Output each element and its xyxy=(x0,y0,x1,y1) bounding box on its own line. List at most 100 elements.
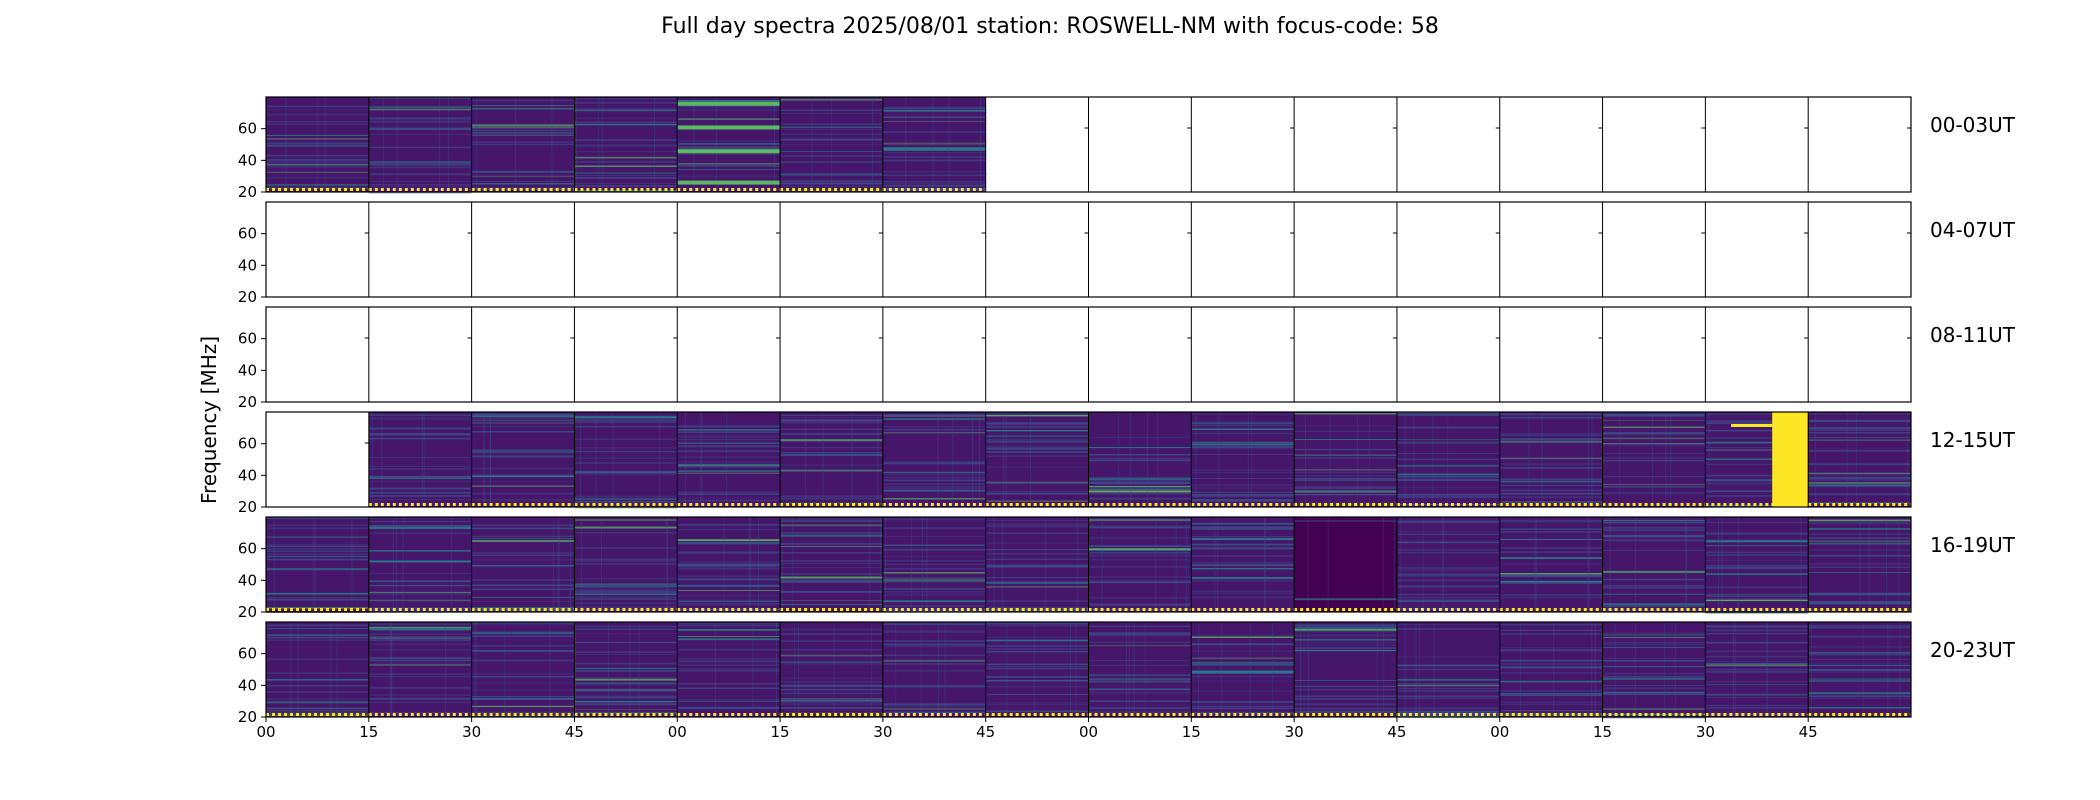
spectrum-panel xyxy=(1190,97,1295,192)
spectrum-panel xyxy=(985,622,1089,717)
spectrum-panel xyxy=(1293,202,1397,297)
spectrum-panel xyxy=(1499,622,1603,717)
spectrum-panel xyxy=(882,97,986,192)
x-axis-ticks: 00 15 30 45 00 15 30 45 00 15 30 45 00 15 30 45 xyxy=(256,717,1818,741)
spectrum-panel xyxy=(1704,97,1809,192)
spectra-row: 20 40 60 04-07UT xyxy=(238,201,2016,306)
spectrum-panel xyxy=(1190,622,1295,718)
spectrum-panel xyxy=(779,412,883,507)
spectrum-panel xyxy=(368,97,472,194)
y-tick-label: 40 xyxy=(238,571,257,589)
spectrum-panel xyxy=(1293,517,1397,612)
spectrum-panel xyxy=(471,97,575,192)
spectrum-panel xyxy=(1704,412,1809,507)
spectrum-panel xyxy=(985,412,1090,507)
spectrum-panel xyxy=(1807,97,1911,192)
spectrum-panel xyxy=(1602,307,1706,402)
spectrum-panel xyxy=(882,412,986,507)
x-tick-label: 00 xyxy=(668,723,687,741)
spectrum-panel xyxy=(1396,202,1500,297)
spectrum-panel xyxy=(676,517,781,612)
spectrum-panel xyxy=(1499,517,1603,613)
spectrum-panel xyxy=(573,622,678,717)
spectrum-panel xyxy=(1190,517,1295,612)
x-tick-label: 15 xyxy=(1593,723,1612,741)
x-tick-label: 00 xyxy=(1490,723,1509,741)
spectrum-panel xyxy=(1088,307,1192,402)
spectrum-panel xyxy=(1602,202,1706,297)
spectrum-panel xyxy=(676,202,781,297)
spectrum-panel xyxy=(1396,307,1500,402)
spectrum-panel xyxy=(985,97,1089,192)
spectrum-panel xyxy=(471,622,575,718)
spectrum-panel xyxy=(1807,622,1911,717)
spectrum-panel xyxy=(368,307,472,402)
y-tick-label: 20 xyxy=(238,603,257,621)
x-tick-label: 15 xyxy=(771,723,790,741)
x-tick-label: 15 xyxy=(359,723,378,741)
spectrum-panel xyxy=(1396,622,1500,718)
spectrum-panel xyxy=(1499,307,1603,402)
spectrum-panel xyxy=(1190,202,1295,297)
spectrum-panel xyxy=(1293,97,1397,192)
y-tick-label: 60 xyxy=(238,120,257,138)
spectrum-panel xyxy=(1602,97,1706,192)
spectrum-panel xyxy=(368,202,472,297)
spectrum-panel xyxy=(1499,202,1603,297)
spectrum-panel xyxy=(779,307,883,402)
spectrum-panel xyxy=(1704,622,1809,718)
spectrum-panel xyxy=(1602,622,1706,719)
spectrum-panel xyxy=(1704,517,1809,614)
x-tick-label: 45 xyxy=(1387,723,1406,741)
x-tick-label: 30 xyxy=(1696,723,1715,741)
spectrum-panel xyxy=(471,202,575,297)
spectrum-panel xyxy=(1088,97,1192,192)
spectrum-panel xyxy=(1807,307,1911,402)
spectrum-panel xyxy=(1396,517,1500,612)
spectrum-panel xyxy=(266,517,369,613)
y-tick-label: 60 xyxy=(238,645,257,663)
spectrum-panel xyxy=(573,412,678,509)
x-tick-label: 00 xyxy=(1079,723,1098,741)
x-tick-label: 45 xyxy=(565,723,584,741)
spectrum-panel xyxy=(676,412,781,507)
spectrum-panel xyxy=(1807,517,1911,612)
spectrum-panel xyxy=(985,202,1089,297)
y-tick-label: 60 xyxy=(238,225,257,243)
y-tick-label: 20 xyxy=(238,498,257,516)
spectrum-panel xyxy=(1704,202,1809,297)
spectra-row: 20 40 60 20-23UT xyxy=(238,621,2016,726)
spectrum-panel xyxy=(1088,412,1192,507)
y-tick-label: 60 xyxy=(238,330,257,348)
spectrum-panel xyxy=(882,202,986,297)
spectrum-panel xyxy=(368,517,472,613)
spectrum-panel xyxy=(1396,97,1500,192)
row-label: 00-03UT xyxy=(1930,113,2016,137)
spectrum-panel xyxy=(368,412,472,507)
spectrum-panel xyxy=(471,412,575,507)
spectrum-panel xyxy=(1293,307,1397,402)
spectrum-panel xyxy=(573,202,678,297)
x-tick-label: 30 xyxy=(873,723,892,741)
y-tick-label: 40 xyxy=(238,676,257,694)
spectrum-panel xyxy=(779,622,883,718)
spectrum-panel xyxy=(676,97,781,192)
y-tick-label: 60 xyxy=(238,435,257,453)
y-tick-label: 60 xyxy=(238,540,257,558)
x-tick-label: 45 xyxy=(1799,723,1818,741)
spectrum-panel xyxy=(471,307,575,402)
x-tick-label: 30 xyxy=(1285,723,1304,741)
y-tick-label: 20 xyxy=(238,183,257,201)
spectrum-panel xyxy=(573,307,678,402)
y-tick-label: 40 xyxy=(238,256,257,274)
spectrum-panel xyxy=(985,517,1089,613)
y-tick-label: 20 xyxy=(238,393,257,411)
spectra-row: 20 40 60 00-03UT xyxy=(238,96,2016,201)
spectrum-panel xyxy=(1396,412,1500,507)
spectrum-panel xyxy=(1807,412,1911,507)
spectrum-panel xyxy=(1807,202,1911,297)
spectrum-panel xyxy=(1499,412,1603,507)
spectrum-panel xyxy=(266,97,370,192)
spectrum-panel xyxy=(1293,412,1397,507)
spectrum-panel xyxy=(1704,307,1809,402)
